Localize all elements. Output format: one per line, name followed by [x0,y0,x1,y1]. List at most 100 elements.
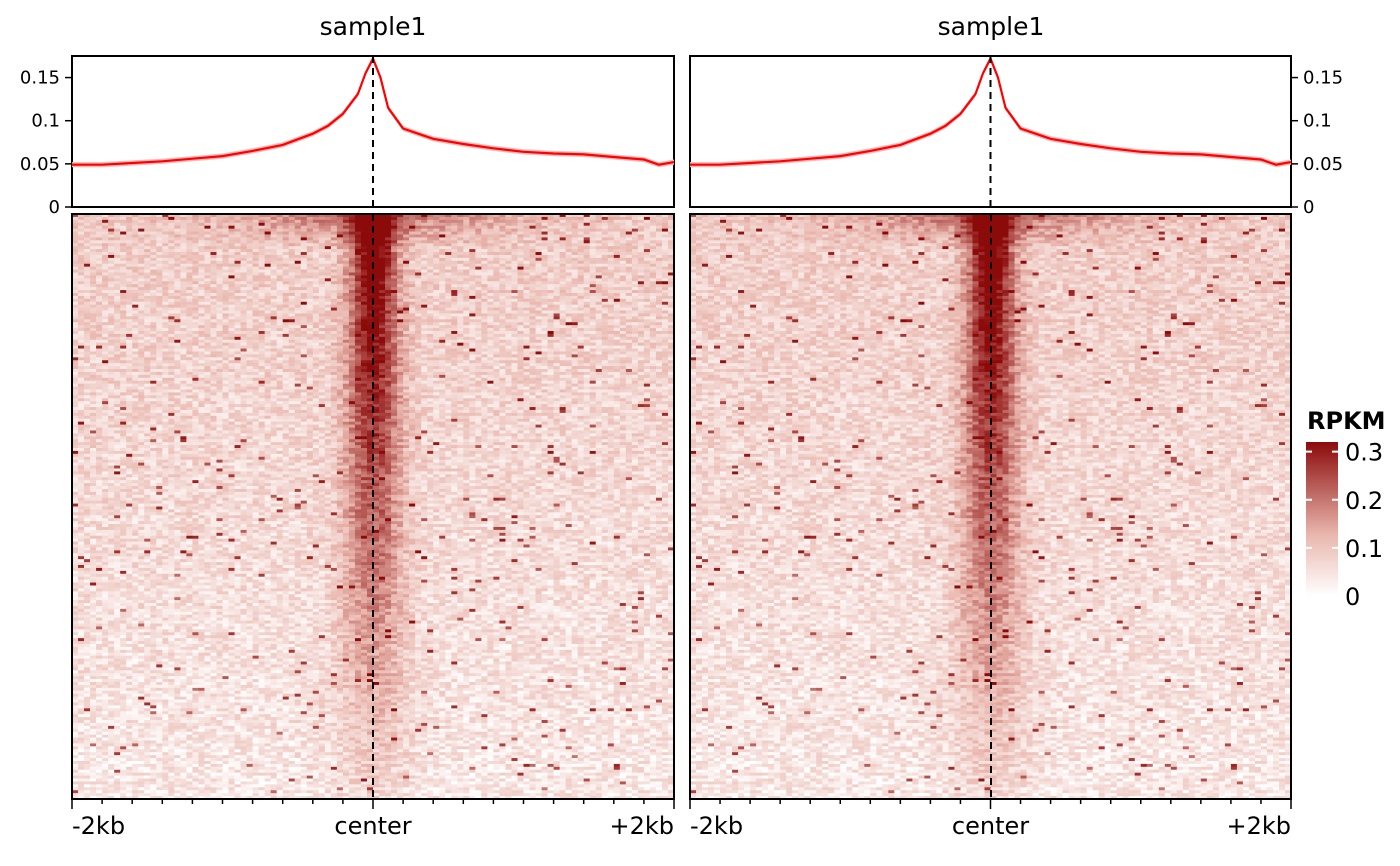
heatmap-cell [282,322,290,326]
heatmap-cell [529,345,536,349]
heatmap-cell [150,254,157,259]
heatmap-cell [397,222,404,227]
heatmap-cell [240,281,247,285]
heatmap-cell [330,313,338,317]
heatmap-cell [385,260,392,265]
heatmap-cell [96,228,103,232]
heatmap-cell [336,246,344,250]
heatmap-cell [330,325,338,329]
heatmap-cell [258,275,266,279]
heatmap-cell [655,234,663,238]
heatmap-cell [288,234,296,238]
heatmap-cell [517,328,524,332]
heatmap-cell [180,313,187,317]
heatmap-cell [421,290,428,294]
heatmap-cell [366,257,374,262]
heatmap-cell [481,266,488,270]
heatmap-cell [427,290,434,294]
heatmap-cell [300,342,308,347]
heatmap-cell [174,316,181,320]
heatmap-cell [517,290,524,294]
heatmap-cell [457,339,464,344]
heatmap-cell [487,275,494,279]
heatmap-cell [373,222,380,227]
heatmap-cell [246,333,253,338]
heatmap-cell [162,219,169,224]
heatmap-cell [487,295,494,300]
heatmap-cell [96,272,103,276]
heatmap-cell [246,237,253,241]
heatmap-cell [84,287,91,291]
heatmap-cell [481,336,488,341]
heatmap-cell [613,287,621,291]
heatmap-cell [216,269,223,273]
heatmap-cell [78,254,85,259]
heatmap-cell [511,351,518,355]
heatmap-cell [138,240,145,244]
heatmap-cell [385,310,392,314]
heatmap-cell [571,345,579,349]
heatmap-cell [421,269,428,273]
heatmap-cell [342,263,350,268]
heatmap-cell [505,266,512,270]
heatmap-cell [342,298,350,303]
heatmap-cell [403,301,410,306]
heatmap-cell [222,322,229,326]
heatmap-cell [637,342,645,347]
heatmap-cell [192,298,199,303]
heatmap-cell [619,246,627,250]
heatmap-cell [222,301,229,306]
heatmap-cell [240,342,247,347]
heatmap-cell [108,319,115,323]
heatmap-cell [198,216,205,221]
heatmap-cell [102,357,109,361]
heatmap-cell [589,328,597,332]
heatmap-cell [252,342,260,347]
heatmap-cell [613,313,621,317]
heatmap-cell [409,234,416,238]
heatmap-cell [577,257,585,262]
heatmap-cell [607,336,615,341]
heatmap-cell [216,322,223,326]
heatmap-cell [144,295,151,300]
heatmap-cell [445,222,452,227]
heatmap-cell [637,281,645,285]
heatmap-cell [415,216,422,221]
heatmap-cell [553,254,561,259]
heatmap-cell [288,313,296,317]
heatmap-cell [222,225,229,230]
heatmap-cell [252,214,260,218]
heatmap-cell [427,263,434,268]
heatmap-cell [258,281,266,285]
heatmap-cell [451,219,458,224]
heatmap-cell [306,333,314,338]
heatmap-cell [385,354,392,358]
heatmap-cell [637,319,645,323]
heatmap-cell [583,295,591,300]
heatmap-cell [577,287,585,291]
heatmap-cell [258,269,266,273]
heatmap-cell [535,342,542,347]
heatmap-cell [667,214,675,218]
heatmap-cell [529,319,536,323]
heatmap-cell [439,298,446,303]
heatmap-cell [300,325,308,329]
heatmap-cell [318,260,326,265]
heatmap-cell [439,351,446,355]
heatmap-cell [216,295,223,300]
heatmap-cell [246,234,253,238]
heatmap-cell [637,313,645,317]
heatmap-cell [366,333,374,338]
heatmap-cell [240,287,247,291]
heatmap-cell [571,307,579,311]
heatmap-cell [409,237,416,241]
heatmap-cell [360,322,368,326]
heatmap-cell [90,295,97,300]
heatmap-cell [306,254,314,259]
heatmap-cell [535,287,542,291]
heatmap-cell [126,246,133,250]
heatmap-cell [499,339,506,344]
heatmap-cell [96,237,103,241]
heatmap-cell [102,307,109,311]
heatmap-cell [180,328,187,332]
